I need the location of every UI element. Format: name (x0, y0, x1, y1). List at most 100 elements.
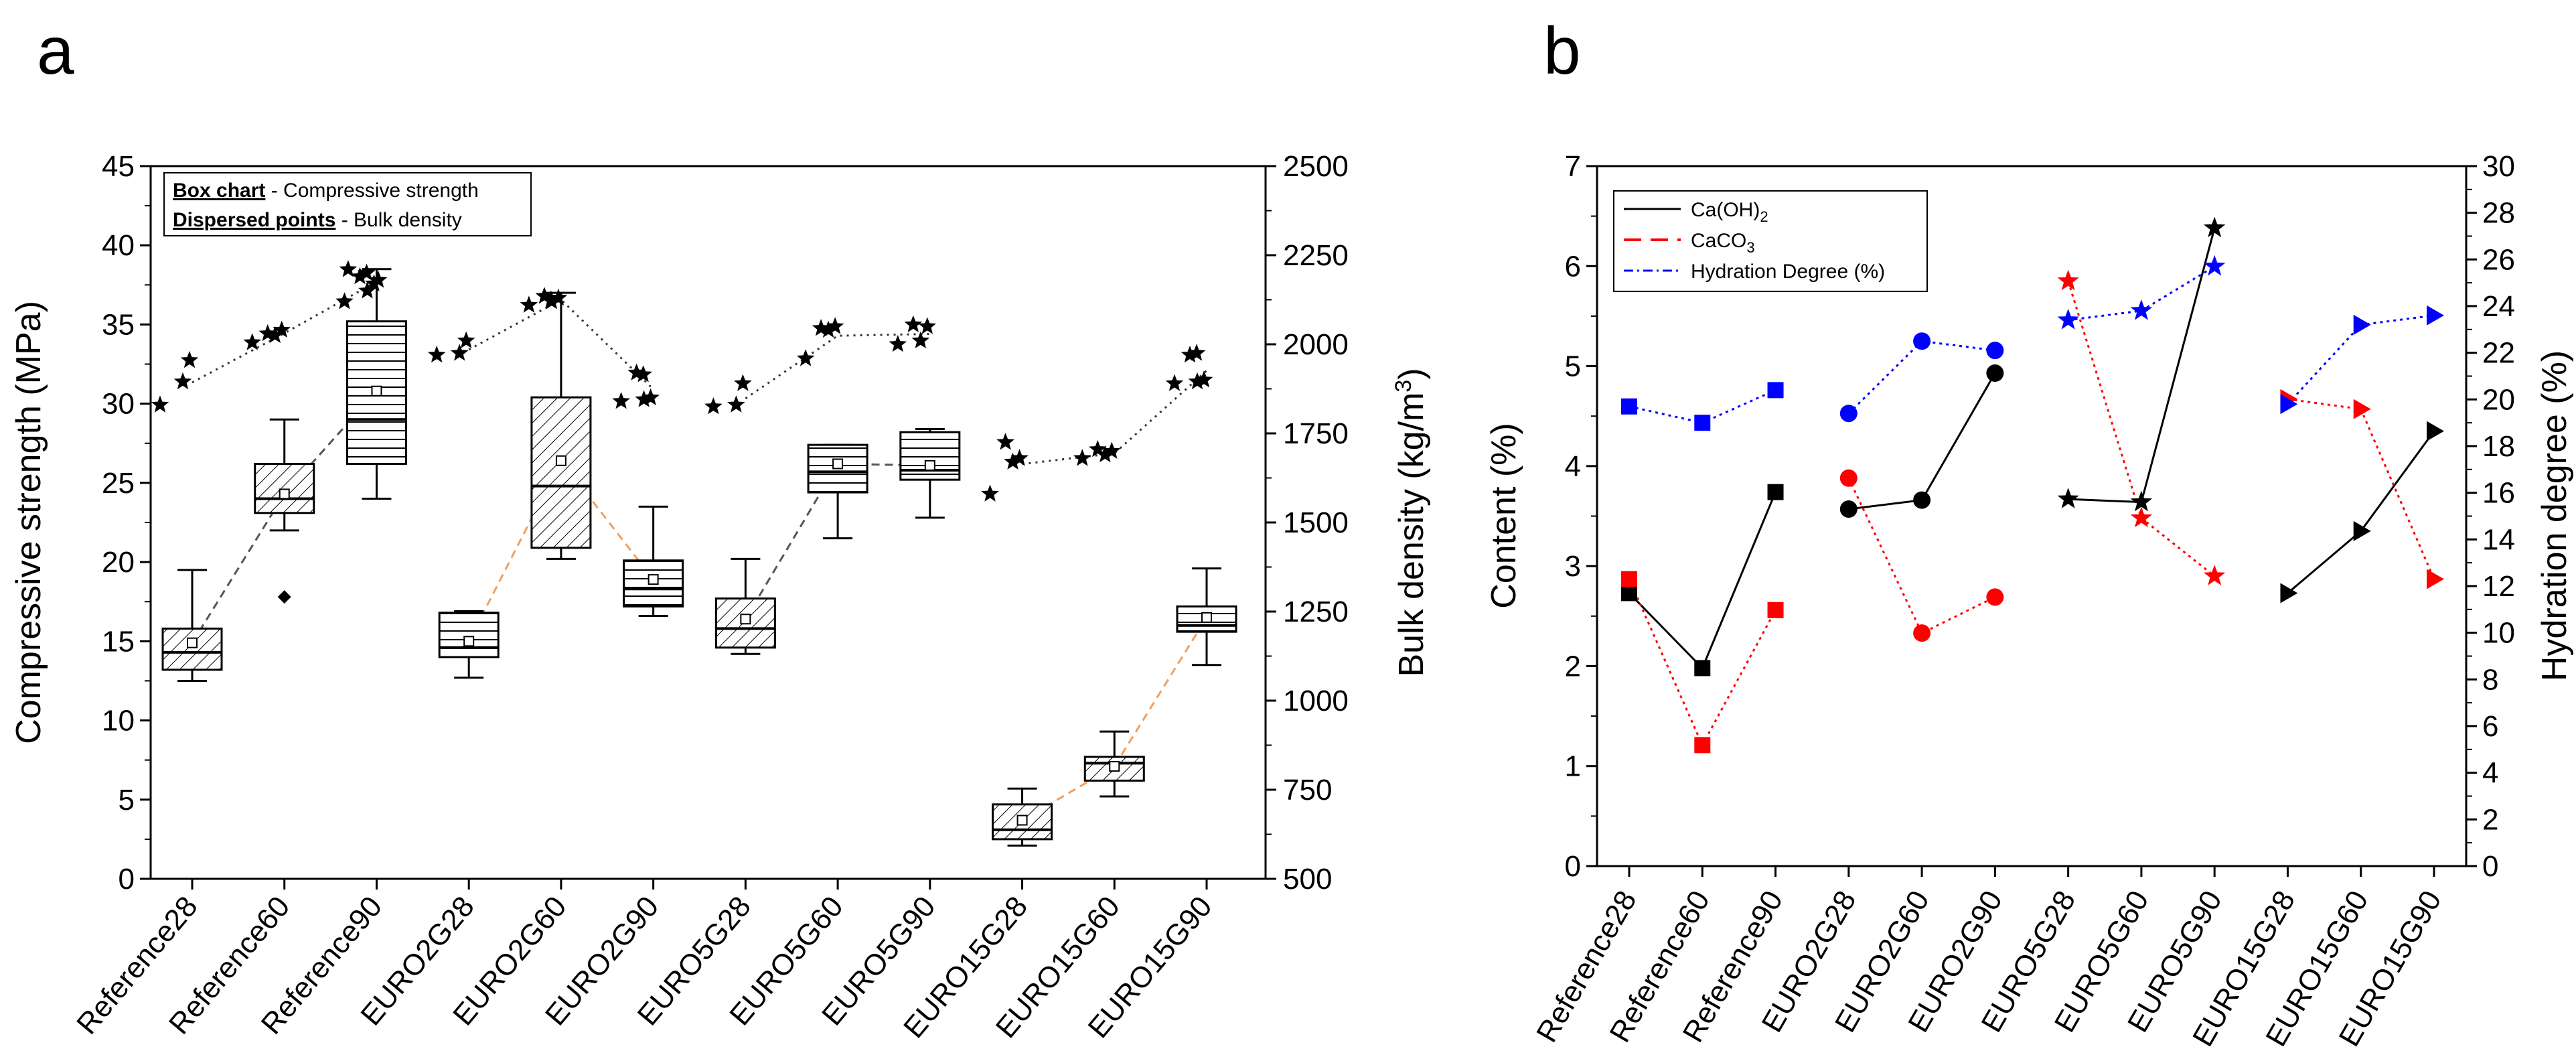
chart-a-legend: Box chart - Compressive strength Dispers… (163, 172, 532, 236)
chart-b-y2-tick-label: 30 (2482, 150, 2515, 183)
chart-a-x-axis: Reference28Reference60Reference90EURO2G2… (70, 879, 1219, 1044)
chart-b-y2-tick-label: 10 (2482, 617, 2515, 650)
chart-a-density-point (1187, 344, 1206, 361)
chart-a-box-mean (187, 637, 198, 648)
chart-a-density-point (996, 433, 1014, 450)
chart-a-box-mean (463, 636, 475, 647)
chart-b-series-lines (1628, 228, 2435, 748)
chart-a-density-point (1103, 441, 1121, 459)
chart-a-density-point (457, 331, 475, 348)
chart-a-y2-tick-label: 1750 (1283, 417, 1349, 450)
chart-b-y2-tick-label: 0 (2482, 850, 2498, 883)
chart-b-y-tick-label: 0 (1565, 850, 1581, 883)
chart-a-density-point (1073, 449, 1091, 466)
chart-a-legend-line2: Dispersed points - Bulk density (173, 209, 462, 231)
chart-a-density-point (1010, 449, 1029, 466)
chart-a-density-point (427, 346, 446, 363)
chart-a-y2-tick-label: 750 (1283, 774, 1332, 806)
chart-a-left-axis: 0 5 10 15 20 25 30 35 40 45 (102, 150, 151, 896)
chart-a-y2-title-main: Bulk density (kg/m (1392, 393, 1431, 677)
chart-a-box (438, 612, 500, 658)
chart-b-legend-label-caco3: CaCO3 (1691, 230, 1755, 256)
chart-b-y-tick-label: 5 (1565, 350, 1581, 383)
chart-a-density-point (542, 290, 560, 307)
panel-a-label: a (37, 13, 74, 88)
chart-a-y2-axis-title: Bulk density (kg/m3) (1391, 368, 1431, 677)
chart-a-y2-tick-label: 1250 (1283, 595, 1349, 628)
chart-a-density-link (1022, 370, 1208, 466)
chart-b-point-triangle (2353, 520, 2371, 541)
chart-a-y-tick-label: 40 (102, 229, 135, 262)
chart-b-point-star (2204, 565, 2226, 585)
chart-a-mean-links (191, 281, 1208, 821)
chart-b-point-square (1694, 660, 1711, 677)
chart-a-density-point (369, 271, 388, 288)
chart-a: 0 5 10 15 20 25 30 35 40 45 500 750 1000 1250 1500 175… (9, 150, 1431, 1044)
chart-a-y2-tick-label: 1000 (1283, 685, 1349, 717)
chart-a-box-mean (1109, 761, 1120, 772)
chart-b-point-square (1767, 602, 1784, 618)
chart-b-series-markers (1621, 216, 2444, 754)
chart-b-y-tick-label: 2 (1565, 650, 1581, 683)
chart-b-x-axis: Reference28Reference60Reference90EURO2G2… (1530, 866, 2448, 1052)
chart-b-y2-axis-title: Hydration degree (%) (2535, 350, 2574, 681)
chart-b-point-star (2057, 308, 2079, 330)
chart-a-density-point (450, 344, 469, 361)
chart-a-density-point (904, 315, 923, 333)
chart-b-point-circle (1986, 588, 2004, 606)
chart-b-y-axis-title: Content (%) (1485, 423, 1523, 608)
chart-a-density-point (635, 390, 653, 407)
chart-a-y2-title-sup: 3 (1391, 380, 1416, 393)
chart-b-point-triangle (2353, 314, 2371, 335)
chart-a-density-point (1089, 439, 1107, 457)
chart-a-density-point (826, 317, 844, 334)
chart-b-legend-label-hydration: Hydration Degree (%) (1691, 261, 1885, 283)
chart-b-y-tick-label: 4 (1565, 450, 1581, 483)
chart-b-y-tick-label: 7 (1565, 150, 1581, 183)
chart-a-density-point (266, 326, 284, 343)
chart-a-box-mean (555, 455, 566, 466)
chart-b-y2-tick-label: 24 (2482, 290, 2515, 323)
chart-b-point-star (2057, 488, 2079, 508)
chart-b-y2-tick-label: 18 (2482, 430, 2515, 463)
chart-b-y2-tick-label: 12 (2482, 570, 2515, 603)
chart-a-density-point (335, 292, 354, 309)
chart-b-point-square (1621, 398, 1637, 415)
chart-a-density-point (173, 372, 192, 390)
chart-a-y2-tick-label: 2000 (1283, 328, 1349, 361)
chart-b-y2-tick-label: 16 (2482, 477, 2515, 510)
chart-b-point-circle (1913, 332, 1931, 350)
chart-a-box (530, 396, 592, 549)
chart-a-density-point (812, 319, 830, 336)
chart-b-series-line (1847, 340, 1995, 415)
chart-a-density-point (634, 365, 652, 382)
chart-a-density-point (1188, 372, 1207, 390)
chart-b-series-line (1848, 372, 1996, 510)
chart-b-point-star (2057, 269, 2079, 291)
chart-b-point-triangle (2427, 421, 2444, 441)
chart-a-y-tick-label: 45 (102, 150, 135, 183)
chart-a-y-axis-title: Compressive strength (MPa) (9, 301, 48, 744)
chart-a-density-point (151, 395, 169, 413)
chart-a-density-point (351, 267, 369, 285)
chart-a-legend-line1: Box chart - Compressive strength (173, 180, 479, 202)
chart-b-y2-tick-label: 6 (2482, 710, 2498, 743)
chart-a-density-point (520, 295, 538, 313)
chart-a-density-point (339, 260, 358, 277)
chart-a-y2-tick-label: 500 (1283, 863, 1332, 896)
chart-b-point-triangle (2427, 569, 2444, 589)
chart-a-box-mean (1201, 612, 1212, 623)
chart-a-density-point (258, 324, 277, 342)
chart-b-y2-tick-label: 26 (2482, 243, 2515, 276)
chart-a-y-tick-label: 30 (102, 388, 135, 421)
chart-b-point-circle (1986, 342, 2004, 360)
chart-a-density-link (468, 298, 654, 391)
chart-b-legend-caoh2-main: Ca(OH) (1691, 199, 1760, 221)
chart-b-point-circle (1913, 491, 1931, 509)
chart-a-y2-tick-label: 1500 (1283, 506, 1349, 539)
chart-a-box-mean (740, 614, 751, 625)
chart-b-y-tick-label: 1 (1565, 750, 1581, 783)
chart-b-point-star (2130, 506, 2153, 528)
